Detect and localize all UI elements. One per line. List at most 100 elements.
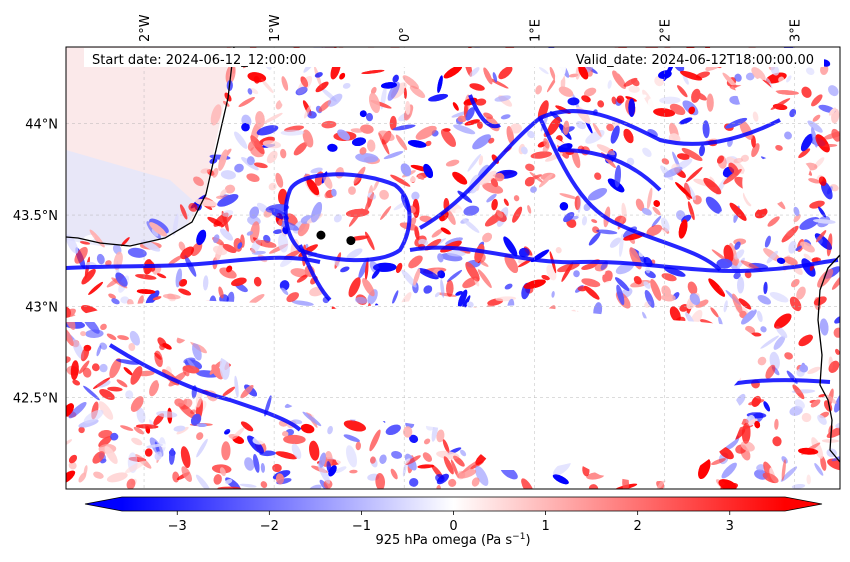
field-blob bbox=[796, 286, 806, 300]
field-blob bbox=[98, 430, 113, 439]
field-blob bbox=[196, 438, 208, 458]
field-blob bbox=[500, 114, 511, 120]
field-blob bbox=[268, 182, 277, 191]
field-blob bbox=[392, 74, 399, 83]
field-blob bbox=[348, 277, 361, 298]
field-band bbox=[283, 172, 412, 263]
field-blob bbox=[302, 411, 322, 427]
field-blob bbox=[798, 447, 819, 455]
field-blob bbox=[598, 280, 614, 292]
field-blob bbox=[597, 100, 605, 108]
field-blob bbox=[66, 403, 74, 417]
field-blob bbox=[348, 208, 363, 227]
field-blob bbox=[645, 266, 651, 274]
field-blob bbox=[190, 242, 203, 256]
field-blob bbox=[778, 76, 785, 83]
field-blob bbox=[835, 348, 840, 355]
field-blob bbox=[751, 332, 762, 337]
field-blob bbox=[445, 237, 463, 246]
field-blob bbox=[490, 177, 499, 188]
field-blob bbox=[628, 85, 640, 93]
field-blob bbox=[200, 168, 210, 174]
field-blob bbox=[436, 473, 449, 485]
field-blob bbox=[337, 129, 350, 141]
field-blob bbox=[178, 241, 186, 252]
field-blob bbox=[778, 351, 786, 361]
field-blob bbox=[775, 326, 788, 339]
field-blob bbox=[563, 212, 575, 223]
field-blob bbox=[606, 123, 614, 132]
field-blob bbox=[281, 76, 289, 91]
field-blob bbox=[581, 216, 588, 226]
field-blob bbox=[390, 468, 398, 480]
field-blob bbox=[154, 352, 162, 360]
lon-tick-label: 1°E bbox=[528, 19, 543, 42]
field-blob bbox=[263, 102, 271, 111]
field-blob bbox=[523, 279, 546, 289]
field-blob bbox=[282, 431, 289, 437]
colorbar-label-main: 925 hPa omega (Pa s bbox=[375, 533, 512, 548]
field-blob bbox=[178, 278, 188, 287]
field-blob bbox=[224, 184, 236, 194]
field-blob bbox=[476, 121, 483, 129]
field-blob bbox=[105, 260, 112, 266]
field-blob bbox=[162, 343, 172, 350]
field-blob bbox=[809, 200, 825, 209]
field-blob bbox=[407, 140, 427, 148]
field-blob bbox=[405, 176, 419, 183]
field-blob bbox=[379, 454, 387, 464]
point-marker-site-1 bbox=[316, 230, 326, 240]
field-blob bbox=[553, 460, 571, 476]
field-blob bbox=[716, 258, 733, 269]
coastline-east bbox=[817, 254, 840, 463]
field-blob bbox=[592, 122, 602, 137]
field-blob bbox=[180, 446, 191, 468]
field-blob bbox=[799, 364, 809, 373]
field-blob bbox=[540, 85, 556, 105]
field-blob bbox=[120, 296, 130, 304]
field-blob bbox=[275, 172, 284, 188]
field-blob bbox=[718, 479, 737, 489]
field-blob bbox=[475, 98, 487, 106]
field-blob bbox=[70, 360, 79, 381]
field-blob bbox=[109, 358, 122, 379]
field-blob bbox=[272, 463, 282, 473]
field-blob bbox=[583, 285, 600, 300]
field-blob bbox=[391, 450, 403, 459]
field-blob bbox=[136, 407, 146, 424]
field-blob bbox=[239, 483, 257, 488]
field-blob bbox=[250, 88, 259, 95]
field-band bbox=[409, 245, 839, 274]
field-blob bbox=[291, 300, 314, 306]
field-blob bbox=[273, 229, 283, 235]
field-blob bbox=[472, 134, 492, 150]
field-blob bbox=[455, 290, 463, 296]
field-blob bbox=[195, 389, 203, 408]
field-blob bbox=[145, 290, 160, 306]
field-blob bbox=[387, 166, 404, 182]
field-blob bbox=[644, 289, 655, 308]
field-blob bbox=[574, 195, 581, 210]
field-blob bbox=[351, 137, 367, 147]
field-blob bbox=[234, 131, 248, 149]
field-blob bbox=[196, 423, 207, 428]
field-blob bbox=[193, 176, 204, 187]
field-blob bbox=[369, 429, 381, 452]
field-blob bbox=[116, 379, 128, 388]
colorbar-extend-min bbox=[85, 497, 122, 511]
field-blob bbox=[677, 153, 690, 160]
field-blob bbox=[440, 227, 451, 235]
field-blob bbox=[453, 455, 465, 467]
field-blob bbox=[346, 248, 363, 260]
field-blob bbox=[646, 187, 653, 210]
field-blob bbox=[688, 106, 696, 115]
field-blob bbox=[154, 451, 163, 461]
field-blob bbox=[774, 418, 779, 430]
field-blob bbox=[260, 78, 274, 94]
field-blob bbox=[558, 86, 574, 97]
field-blob bbox=[506, 125, 515, 145]
field-blob bbox=[733, 157, 744, 164]
field-blob bbox=[96, 345, 102, 357]
field-blob bbox=[798, 148, 811, 159]
field-blob bbox=[307, 111, 317, 119]
